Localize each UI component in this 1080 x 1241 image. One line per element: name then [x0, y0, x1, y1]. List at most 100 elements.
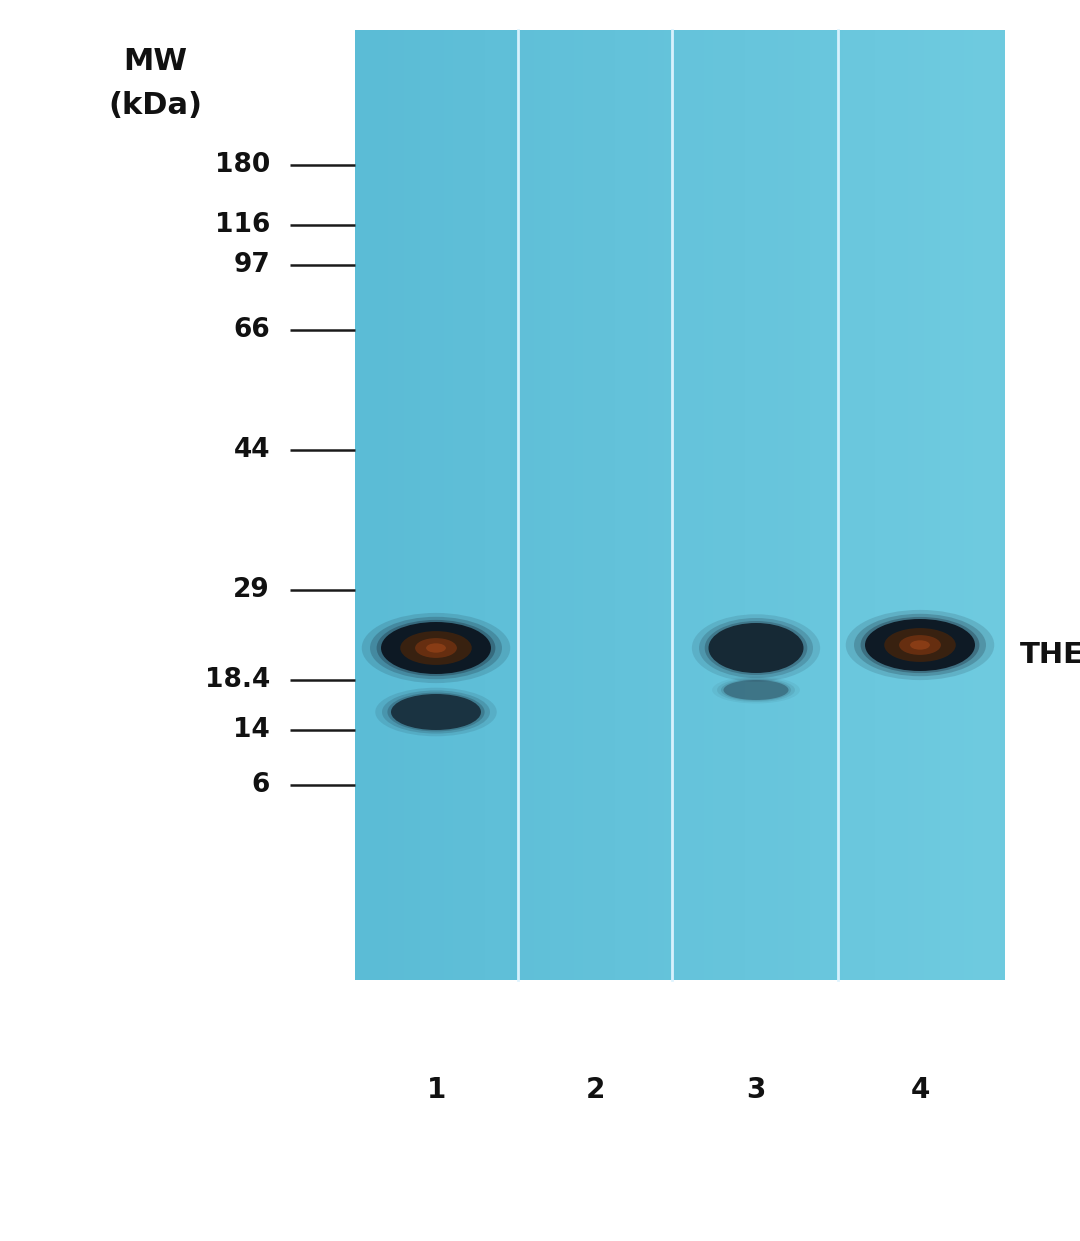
- Bar: [623, 30, 631, 980]
- Bar: [964, 30, 972, 980]
- Bar: [819, 30, 826, 980]
- Bar: [591, 30, 598, 980]
- Bar: [785, 30, 794, 980]
- Text: 2: 2: [585, 1076, 605, 1104]
- Ellipse shape: [382, 690, 490, 733]
- Ellipse shape: [724, 680, 788, 700]
- Bar: [485, 30, 494, 980]
- Bar: [801, 30, 810, 980]
- Ellipse shape: [910, 640, 930, 650]
- Bar: [436, 30, 444, 980]
- Bar: [648, 30, 656, 980]
- Bar: [534, 30, 542, 980]
- Ellipse shape: [370, 617, 502, 679]
- Bar: [575, 30, 582, 980]
- Bar: [956, 30, 964, 980]
- Bar: [477, 30, 485, 980]
- Ellipse shape: [861, 617, 980, 673]
- Ellipse shape: [846, 609, 995, 680]
- Bar: [453, 30, 461, 980]
- Ellipse shape: [699, 618, 813, 678]
- Bar: [932, 30, 940, 980]
- Ellipse shape: [692, 614, 820, 681]
- Bar: [704, 30, 713, 980]
- Bar: [461, 30, 469, 980]
- Bar: [598, 30, 607, 980]
- Bar: [566, 30, 575, 980]
- Text: 1: 1: [427, 1076, 446, 1104]
- Bar: [558, 30, 566, 980]
- Bar: [753, 30, 761, 980]
- Ellipse shape: [427, 643, 446, 653]
- Ellipse shape: [401, 632, 472, 665]
- Text: (kDa): (kDa): [108, 91, 202, 119]
- Bar: [713, 30, 720, 980]
- Bar: [891, 30, 900, 980]
- Bar: [631, 30, 639, 980]
- Bar: [526, 30, 534, 980]
- Bar: [517, 30, 526, 980]
- Bar: [810, 30, 819, 980]
- Bar: [697, 30, 704, 980]
- Bar: [388, 30, 395, 980]
- Bar: [395, 30, 404, 980]
- Bar: [778, 30, 785, 980]
- Ellipse shape: [885, 628, 956, 661]
- Bar: [672, 30, 680, 980]
- Bar: [794, 30, 801, 980]
- Text: 44: 44: [233, 437, 270, 463]
- Bar: [826, 30, 835, 980]
- Ellipse shape: [717, 678, 795, 702]
- Ellipse shape: [705, 620, 807, 675]
- Ellipse shape: [899, 635, 941, 655]
- Bar: [355, 30, 363, 980]
- Bar: [761, 30, 769, 980]
- Bar: [615, 30, 623, 980]
- Bar: [729, 30, 737, 980]
- Bar: [972, 30, 981, 980]
- Text: 4: 4: [910, 1076, 930, 1104]
- Text: 3: 3: [746, 1076, 766, 1104]
- Bar: [948, 30, 956, 980]
- Bar: [379, 30, 388, 980]
- Text: 97: 97: [233, 252, 270, 278]
- Text: 29: 29: [233, 577, 270, 603]
- Text: MW: MW: [123, 47, 187, 77]
- Text: THEM2: THEM2: [1020, 642, 1080, 669]
- Bar: [372, 30, 379, 980]
- Bar: [428, 30, 436, 980]
- Bar: [656, 30, 664, 980]
- Bar: [867, 30, 875, 980]
- Text: 14: 14: [233, 717, 270, 743]
- Ellipse shape: [377, 620, 496, 676]
- Bar: [420, 30, 428, 980]
- Bar: [981, 30, 989, 980]
- Bar: [989, 30, 997, 980]
- Bar: [940, 30, 948, 980]
- Bar: [835, 30, 842, 980]
- Ellipse shape: [721, 679, 791, 701]
- Text: 18.4: 18.4: [205, 666, 270, 692]
- Bar: [769, 30, 778, 980]
- Bar: [688, 30, 697, 980]
- Ellipse shape: [865, 619, 975, 671]
- Bar: [842, 30, 851, 980]
- Bar: [851, 30, 859, 980]
- Bar: [997, 30, 1005, 980]
- Bar: [363, 30, 372, 980]
- Ellipse shape: [375, 688, 497, 736]
- Bar: [737, 30, 745, 980]
- Bar: [916, 30, 923, 980]
- Bar: [510, 30, 517, 980]
- Text: 66: 66: [233, 316, 270, 343]
- Bar: [494, 30, 501, 980]
- Ellipse shape: [381, 622, 491, 674]
- Bar: [883, 30, 891, 980]
- Bar: [745, 30, 753, 980]
- Bar: [859, 30, 867, 980]
- Bar: [607, 30, 615, 980]
- Bar: [404, 30, 411, 980]
- Bar: [680, 30, 688, 980]
- Bar: [900, 30, 907, 980]
- Bar: [469, 30, 477, 980]
